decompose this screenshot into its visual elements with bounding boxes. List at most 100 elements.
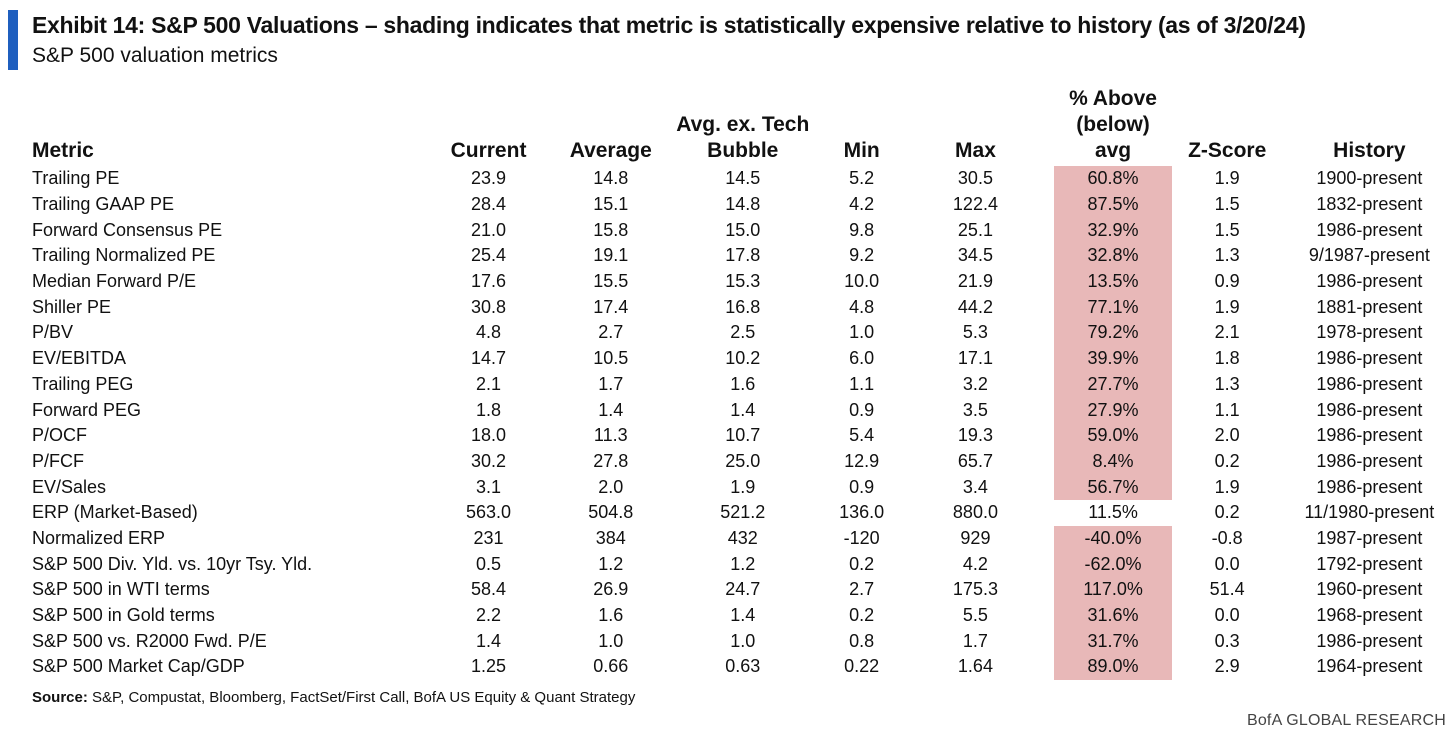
- zscore-cell: 1.9: [1214, 296, 1240, 317]
- min-cell: 0.2: [849, 553, 875, 574]
- table-row: EV/Sales 3.1 2.0 1.9 0.9 3.4 56.7% 1.9 1986-pres…: [28, 474, 1456, 500]
- max-cell: 5.3: [962, 322, 988, 343]
- min-cell: 9.2: [849, 245, 875, 266]
- avg-ex-tech-cell: 1.9: [730, 476, 756, 497]
- avg-ex-tech-cell: 24.7: [725, 579, 761, 600]
- average-cell: 1.2: [598, 553, 624, 574]
- current-cell: 30.2: [471, 450, 507, 471]
- average-cell: 14.8: [593, 168, 629, 189]
- max-cell: 3.4: [962, 476, 988, 497]
- average-cell: 11.3: [593, 425, 628, 446]
- header-history: History: [1333, 139, 1406, 162]
- current-cell: 1.4: [476, 630, 502, 651]
- avg-ex-tech-cell: 521.2: [720, 502, 766, 523]
- max-cell: 3.2: [962, 373, 988, 394]
- metric-cell: Forward Consensus PE: [32, 219, 223, 240]
- average-cell: 27.8: [593, 450, 629, 471]
- source-label: Source:: [32, 689, 88, 706]
- header-row: Metric Current Average Avg. ex. Tech Bubb…: [28, 86, 1456, 166]
- pct-above-avg-cell: 77.1%: [1054, 294, 1172, 321]
- zscore-cell: 1.8: [1214, 348, 1240, 369]
- min-cell: 1.1: [849, 373, 875, 394]
- pct-above-avg-cell: 27.9%: [1054, 397, 1172, 423]
- history-cell: 1960-present: [1316, 579, 1423, 600]
- header-pct-line2: (below): [1076, 113, 1150, 136]
- table-row: S&P 500 Div. Yld. vs. 10yr Tsy. Yld. 0.5 1…: [28, 551, 1456, 577]
- max-cell: 17.1: [957, 348, 993, 369]
- zscore-cell: 0.3: [1214, 630, 1240, 651]
- avg-ex-tech-cell: 25.0: [725, 450, 761, 471]
- max-cell: 1.7: [962, 630, 988, 651]
- table-row: P/BV 4.8 2.7 2.5 1.0 5.3 79.2% 2.1 1978-present: [28, 320, 1456, 346]
- min-cell: 4.8: [849, 296, 875, 317]
- header-zscore: Z-Score: [1188, 139, 1267, 162]
- history-cell: 1986-present: [1316, 348, 1423, 369]
- avg-ex-tech-cell: 1.2: [730, 553, 756, 574]
- header-avg-ex-tech-line2: Bubble: [707, 139, 779, 162]
- table-row: Forward Consensus PE 21.0 15.8 15.0 9.8 25.1 3…: [28, 217, 1456, 244]
- max-cell: 175.3: [952, 579, 998, 600]
- pct-above-avg-cell: -62.0%: [1054, 551, 1172, 577]
- min-cell: 136.0: [839, 502, 885, 523]
- zscore-cell: 2.1: [1214, 322, 1240, 343]
- average-cell: 1.4: [598, 399, 624, 420]
- table-row: S&P 500 vs. R2000 Fwd. P/E 1.4 1.0 1.0 0.8 1.…: [28, 628, 1456, 655]
- history-cell: 1978-present: [1316, 322, 1423, 343]
- metric-cell: Trailing Normalized PE: [32, 245, 216, 266]
- zscore-cell: 0.9: [1214, 271, 1240, 292]
- zscore-cell: 1.5: [1214, 219, 1240, 240]
- avg-ex-tech-cell: 17.8: [725, 245, 761, 266]
- max-cell: 4.2: [962, 553, 988, 574]
- average-cell: 1.0: [598, 630, 624, 651]
- pct-above-avg-cell: 32.8%: [1054, 243, 1172, 269]
- min-cell: 0.9: [849, 399, 875, 420]
- metric-cell: Forward PEG: [32, 399, 142, 420]
- source-note: Source: S&P, Compustat, Bloomberg, FactS…: [32, 689, 635, 706]
- current-cell: 18.0: [471, 425, 507, 446]
- exhibit-title: Exhibit 14: S&P 500 Valuations – shading…: [32, 12, 1306, 38]
- history-cell: 1968-present: [1316, 605, 1423, 626]
- zscore-cell: 2.9: [1214, 656, 1240, 677]
- metric-cell: P/FCF: [32, 450, 84, 471]
- avg-ex-tech-cell: 15.0: [725, 219, 761, 240]
- zscore-cell: 1.9: [1214, 168, 1240, 189]
- metric-cell: EV/EBITDA: [32, 348, 127, 369]
- pct-above-avg-cell: 27.7%: [1054, 371, 1172, 398]
- avg-ex-tech-cell: 0.63: [725, 656, 761, 677]
- metric-cell: Normalized ERP: [32, 527, 166, 548]
- history-cell: 9/1987-present: [1308, 245, 1430, 266]
- min-cell: 6.0: [849, 348, 875, 369]
- history-cell: 1900-present: [1316, 168, 1423, 189]
- brand-footer: BofA GLOBAL RESEARCH: [1246, 712, 1446, 729]
- history-cell: 1986-present: [1316, 630, 1423, 651]
- pct-above-avg-cell: 8.4%: [1054, 448, 1172, 475]
- table-row: S&P 500 in WTI terms 58.4 26.9 24.7 2.7 175.3…: [28, 577, 1456, 603]
- max-cell: 929: [960, 527, 991, 548]
- average-cell: 0.66: [593, 656, 629, 677]
- metric-cell: Trailing PEG: [32, 373, 134, 394]
- source-text: S&P, Compustat, Bloomberg, FactSet/First…: [87, 689, 636, 706]
- current-cell: 30.8: [471, 296, 507, 317]
- zscore-cell: 0.0: [1214, 553, 1240, 574]
- min-cell: 5.2: [849, 168, 875, 189]
- table-row: Trailing Normalized PE 25.4 19.1 17.8 9.2 34.…: [28, 243, 1456, 269]
- table-row: P/OCF 18.0 11.3 10.7 5.4 19.3 59.0% 2.0 1986-pre…: [28, 422, 1456, 449]
- metric-cell: P/BV: [32, 322, 74, 343]
- pct-above-avg-cell: 32.9%: [1054, 217, 1172, 244]
- pct-above-avg-cell: 59.0%: [1054, 422, 1172, 449]
- history-cell: 1986-present: [1316, 425, 1423, 446]
- zscore-cell: 1.3: [1214, 245, 1240, 266]
- min-cell: 9.8: [849, 219, 875, 240]
- current-cell: 58.4: [471, 579, 507, 600]
- max-cell: 122.4: [952, 194, 998, 215]
- current-cell: 1.8: [476, 399, 502, 420]
- pct-above-avg-cell: 60.8%: [1054, 166, 1172, 192]
- average-cell: 19.1: [593, 245, 629, 266]
- table-row: S&P 500 Market Cap/GDP 1.25 0.66 0.63 0.22 1.…: [28, 654, 1456, 680]
- zscore-cell: 0.2: [1214, 450, 1240, 471]
- current-cell: 2.2: [476, 605, 502, 626]
- table-row: Normalized ERP 231 384 432 -120 929 -40.0% -0.8…: [28, 525, 1456, 552]
- max-cell: 25.1: [957, 219, 993, 240]
- history-cell: 1964-present: [1316, 656, 1423, 677]
- current-cell: 25.4: [471, 245, 507, 266]
